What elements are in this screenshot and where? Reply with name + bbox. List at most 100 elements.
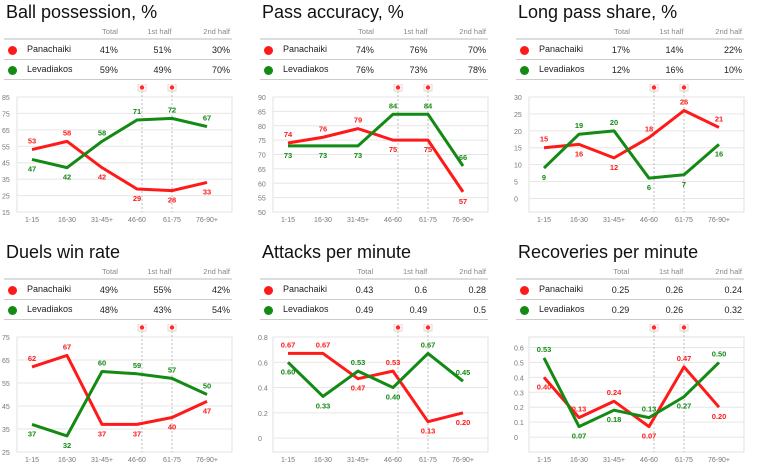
stat-value: 14%	[631, 39, 686, 60]
team-color-dot	[264, 305, 273, 315]
data-label: 0.67	[421, 340, 436, 349]
table-header: Total 1st half 2nd half	[516, 264, 744, 280]
team-color-dot	[264, 65, 273, 75]
y-tick-label: 65	[258, 167, 266, 174]
team-cell: Levadiakos	[516, 299, 590, 320]
data-label: 0.13	[642, 405, 657, 414]
chart-panel: Ball possession, % Total 1st half 2nd half…	[0, 0, 256, 235]
stat-value: 0.29	[590, 299, 632, 320]
data-label: 40	[168, 423, 176, 432]
data-label: 0.13	[421, 427, 436, 436]
x-tick-label: 1-15	[281, 217, 295, 224]
column-header: Total	[334, 264, 376, 280]
y-tick-label: 85	[2, 95, 10, 102]
series-line-panachaiki	[31, 353, 208, 426]
stat-value: 30%	[173, 39, 232, 60]
x-tick-label: 16-30	[314, 457, 332, 464]
x-tick-label: 1-15	[537, 217, 551, 224]
series-line-levadiakos	[31, 116, 208, 170]
data-label: 72	[168, 105, 176, 114]
data-label: 32	[63, 441, 71, 450]
data-label: 0.53	[351, 358, 366, 367]
chart-title: Duels win rate	[6, 242, 121, 262]
data-label: 0.24	[607, 388, 622, 397]
y-tick-label: 0.4	[514, 375, 524, 382]
chart-title: Pass accuracy, %	[262, 2, 404, 22]
soccer-ball-icon-dot	[395, 325, 401, 330]
stats-table: Total 1st half 2nd half Panachaiki 17% 14% 2…	[516, 24, 744, 80]
table-row: Levadiakos 48% 43% 54%	[4, 299, 232, 320]
data-label: 67	[203, 114, 211, 123]
stat-value: 0.32	[685, 299, 744, 320]
x-tick-label: 46-60	[128, 457, 146, 464]
series-line-panachaiki	[287, 127, 465, 193]
x-tick-label: 1-15	[537, 457, 551, 464]
y-tick-label: 55	[2, 381, 10, 388]
data-label: 0.18	[607, 415, 622, 424]
series-line-panachaiki	[288, 351, 464, 424]
x-tick-label: 61-75	[419, 217, 437, 224]
plot-area	[528, 336, 745, 453]
table-header: Total 1st half 2nd half	[4, 24, 232, 40]
team-name: Levadiakos	[283, 304, 329, 315]
stats-table: Total 1st half 2nd half Panachaiki 74% 76% 7…	[260, 24, 488, 80]
data-label: 37	[133, 429, 141, 438]
data-label: 71	[133, 107, 141, 116]
data-label: 73	[354, 151, 362, 160]
y-tick-label: 45	[2, 161, 10, 168]
stat-value: 42%	[173, 279, 232, 300]
stat-value: 70%	[173, 59, 232, 80]
y-tick-label: 25	[2, 450, 10, 457]
column-header: Total	[78, 24, 120, 40]
stat-value: 43%	[119, 299, 174, 320]
stat-value: 17%	[590, 39, 632, 60]
data-label: 84	[389, 101, 398, 110]
x-tick-label: 16-30	[570, 217, 588, 224]
team-color-dot	[520, 45, 529, 55]
data-label: 62	[28, 354, 36, 363]
team-color-dot	[264, 45, 273, 55]
column-header: 1st half	[119, 24, 174, 40]
data-label: 0.07	[572, 432, 587, 441]
data-label: 67	[63, 342, 71, 351]
x-tick-label: 76-90+	[452, 217, 474, 224]
data-label: 0.53	[386, 358, 401, 367]
x-tick-label: 31-45+	[91, 457, 113, 464]
x-tick-label: 46-60	[128, 217, 146, 224]
stat-value: 51%	[119, 39, 174, 60]
team-cell: Panachaiki	[260, 279, 334, 300]
data-label: 9	[542, 173, 546, 182]
table-row: Panachaiki 74% 76% 70%	[260, 39, 488, 60]
stat-value: 12%	[590, 59, 632, 80]
stat-value: 74%	[334, 39, 376, 60]
data-label: 57	[168, 365, 176, 374]
x-tick-label: 31-45+	[347, 217, 369, 224]
team-color-dot	[8, 45, 17, 55]
y-tick-label: 65	[2, 128, 10, 135]
x-tick-label: 31-45+	[347, 457, 369, 464]
plot-area	[16, 336, 233, 453]
x-tick-label: 31-45+	[603, 217, 625, 224]
y-tick-label: 70	[258, 153, 266, 160]
table-row: Panachaiki 49% 55% 42%	[4, 279, 232, 300]
y-tick-label: 0.6	[514, 345, 524, 352]
x-tick-label: 1-15	[25, 217, 39, 224]
data-label: 33	[203, 187, 211, 196]
stats-table: Total 1st half 2nd half Panachaiki 41% 51% 3…	[4, 24, 232, 80]
data-label: 0.20	[712, 412, 727, 421]
soccer-ball-icon-dot	[651, 325, 657, 330]
team-name: Levadiakos	[283, 64, 329, 75]
y-tick-label: 20	[514, 129, 522, 136]
x-tick-label: 61-75	[419, 457, 437, 464]
team-cell: Panachaiki	[4, 39, 78, 60]
team-cell: Levadiakos	[260, 299, 334, 320]
team-name: Levadiakos	[539, 304, 585, 315]
data-label: 21	[715, 114, 723, 123]
data-label: 0.45	[456, 368, 471, 377]
x-tick-label: 76-90+	[196, 457, 218, 464]
column-header: Total	[590, 24, 632, 40]
table-header: Total 1st half 2nd half	[260, 264, 488, 280]
x-tick-label: 1-15	[281, 457, 295, 464]
data-label: 53	[28, 137, 36, 146]
table-row: Levadiakos 76% 73% 78%	[260, 59, 488, 80]
